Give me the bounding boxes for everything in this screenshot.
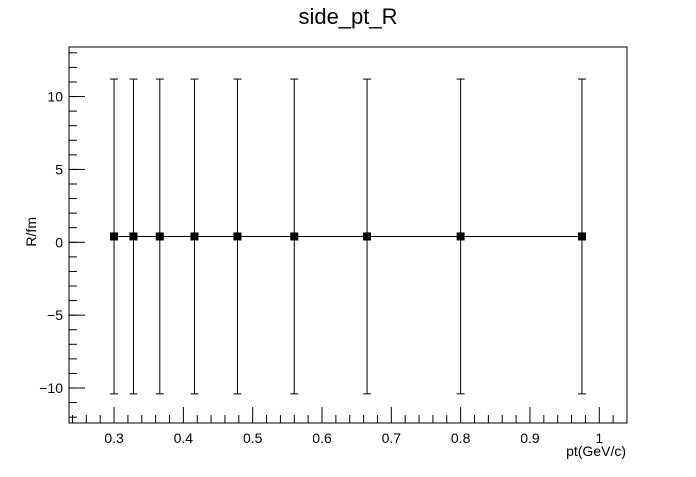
y-axis: −10 −5 0 5 10 [39,52,85,418]
data-point-marker [110,232,119,241]
x-tick-label: 0.7 [382,430,402,446]
data-point-marker [233,232,242,241]
data-point-marker [290,232,299,241]
x-axis-label: pt(GeV/c) [566,443,626,459]
data-point-marker [456,232,465,241]
y-tick-label: −10 [39,380,63,396]
y-tick-label: 0 [55,234,63,250]
x-tick-label: 0.4 [174,430,194,446]
x-tick-label: 0.9 [520,430,540,446]
y-tick-label: −5 [47,307,63,323]
x-tick-label: 0.8 [451,430,471,446]
data-point-marker [190,232,199,241]
data-point-marker [155,232,164,241]
data-point-marker [577,232,586,241]
data-point-marker [129,232,138,241]
x-tick-label: 0.3 [104,430,124,446]
y-tick-label: 10 [47,89,63,105]
x-axis: 0.3 0.4 0.5 0.6 0.7 0.8 0.9 1 [71,407,628,446]
x-tick-label: 0.6 [312,430,332,446]
data-series [110,78,586,395]
y-tick-label: 5 [55,161,63,177]
plot-frame [68,46,628,424]
data-point-marker [363,232,372,241]
y-axis-label: R/fm [23,217,39,247]
x-tick-label: 0.5 [243,430,263,446]
chart-title: side_pt_R [298,4,397,29]
x-tick-label: 1 [595,430,603,446]
